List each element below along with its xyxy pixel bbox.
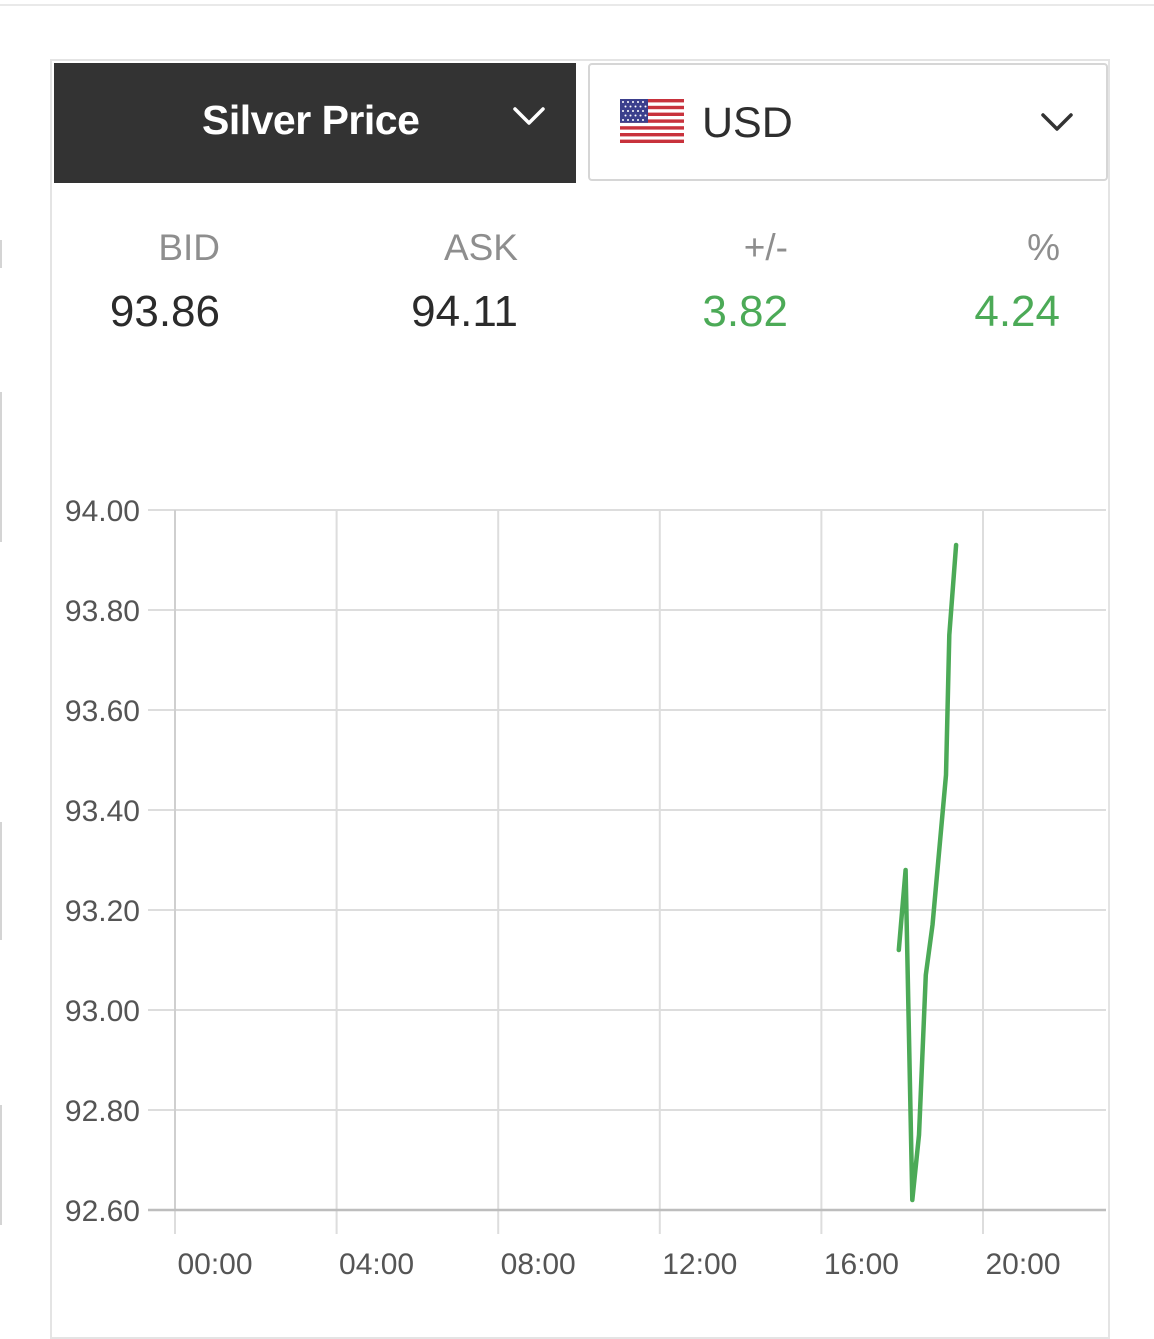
change-value: 3.82 bbox=[702, 287, 788, 336]
metal-select-dropdown[interactable]: Silver Price bbox=[54, 63, 576, 183]
x-tick-label: 20:00 bbox=[985, 1248, 1060, 1281]
x-tick-label: 00:00 bbox=[177, 1248, 252, 1281]
y-tick-label: 92.60 bbox=[65, 1195, 140, 1228]
y-tick-label: 93.80 bbox=[65, 595, 140, 628]
x-tick-label: 12:00 bbox=[662, 1248, 737, 1281]
chevron-down-icon bbox=[1040, 111, 1074, 138]
currency-select-dropdown[interactable]: USD bbox=[588, 63, 1108, 181]
x-tick-label: 08:00 bbox=[501, 1248, 576, 1281]
percent-label: % bbox=[1027, 227, 1060, 268]
bid-value: 93.86 bbox=[109, 287, 220, 336]
price-series-line bbox=[896, 542, 959, 1203]
y-tick-label: 93.40 bbox=[65, 795, 140, 828]
percent-value: 4.24 bbox=[974, 287, 1060, 336]
chevron-down-icon bbox=[512, 105, 546, 132]
change-label: +/- bbox=[743, 227, 788, 268]
metal-select-label: Silver Price bbox=[202, 97, 420, 143]
ask-value: 94.11 bbox=[411, 287, 518, 336]
y-tick-label: 92.80 bbox=[65, 1095, 140, 1128]
page-top-divider bbox=[0, 4, 1154, 6]
currency-select-label: USD bbox=[702, 99, 793, 147]
bid-label: BID bbox=[158, 227, 220, 268]
us-flag-icon bbox=[620, 99, 684, 148]
ask-label: ASK bbox=[443, 227, 518, 268]
silver-price-widget: Silver Price bbox=[50, 59, 1110, 1339]
y-tick-label: 94.00 bbox=[65, 495, 140, 528]
x-tick-label: 04:00 bbox=[339, 1248, 414, 1281]
x-tick-label: 16:00 bbox=[824, 1248, 899, 1281]
y-tick-label: 93.00 bbox=[65, 995, 140, 1028]
y-tick-label: 93.20 bbox=[65, 895, 140, 928]
y-tick-label: 93.60 bbox=[65, 695, 140, 728]
